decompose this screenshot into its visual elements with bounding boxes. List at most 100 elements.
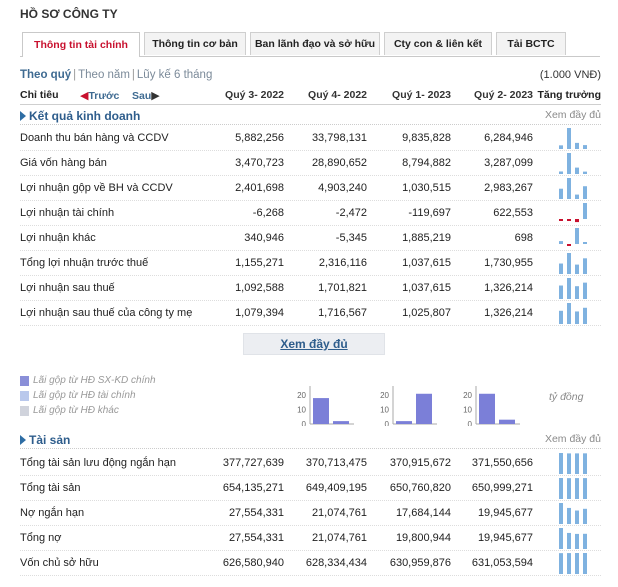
section-bullet-icon [20,111,26,121]
view-full-link[interactable]: Xem đầy đủ [544,433,601,445]
tab-4[interactable]: Cty con & liên kết [384,32,492,55]
table-row: Giá vốn hàng bán 3,470,723 28,890,652 8,794… [20,151,601,176]
row-value: 17,684,144 [395,507,451,519]
row-label: Giá vốn hàng bán [20,157,107,169]
growth-header: Tăng trưởng [537,89,601,101]
row-value: 2,316,116 [318,257,367,269]
row-value: 9,835,828 [402,132,451,144]
prev-button[interactable]: ◀ Trước [80,89,119,103]
table-row: Lợi nhuận sau thuế 1,092,588 1,701,821 1,03… [20,276,601,301]
table-row: Tổng lợi nhuận trước thuế 1,155,271 2,316,… [20,251,601,276]
sparkline-bar [575,453,579,474]
growth-sparkline [559,503,587,524]
sparkline-bar [559,503,563,524]
table-row: Tổng tài sản lưu động ngắn hạn 377,727,63… [20,451,601,476]
growth-sparkline [559,528,587,549]
row-value: 21,074,761 [311,507,367,519]
row-value: 19,800,944 [395,532,451,544]
period-selector: Theo quý | Theo năm | Lũy kế 6 tháng (1.000 V… [20,69,601,81]
row-value: 1,326,214 [484,307,533,319]
y-tick-label: 10 [297,406,306,415]
sparkline-bar [583,478,587,499]
row-value: 2,401,698 [235,182,284,194]
row-value: 6,284,946 [484,132,533,144]
row-label: Lợi nhuận tài chính [20,207,115,219]
growth-sparkline [559,228,587,246]
y-tick-label: 10 [463,406,472,415]
row-value: 377,727,639 [222,457,284,469]
growth-sparkline [559,128,587,149]
row-label: Vốn chủ sở hữu [20,557,99,569]
sparkline-bar [559,145,563,149]
next-button[interactable]: Sau ▶ [132,89,160,103]
tab-bar: Thông tin tài chính Thông tin cơ bản Ban l… [22,32,570,57]
tab-2[interactable]: Thông tin cơ bản [144,32,246,55]
row-value: 649,409,195 [305,482,367,494]
row-value: 19,945,677 [477,532,533,544]
legend-swatch [20,390,29,401]
row-value: 8,794,882 [402,157,451,169]
row-value: -119,697 [408,207,451,219]
sparkline-bar [567,507,571,524]
sparkline-bar [575,264,579,274]
row-value: 27,554,331 [228,532,284,544]
growth-unit-label: tỷ đồng [549,391,584,403]
sparkline-bar [559,219,563,221]
row-label: Nợ ngắn hạn [20,507,85,519]
legend-item: Lãi gộp từ HĐ tài chính [20,388,220,403]
sparkline-bar [583,242,587,244]
row-label: Lợi nhuận khác [20,232,96,244]
row-value: 1,025,807 [402,307,451,319]
row-value: 340,946 [244,232,284,244]
sparkline-bar [559,241,563,244]
row-value: 4,903,240 [318,182,367,194]
sparkline-bar [559,453,563,474]
gross-profit-chart: 20 10 0 [297,386,354,426]
row-value: 3,470,723 [235,157,284,169]
growth-sparkline [559,453,587,474]
row-value: 1,701,821 [318,282,367,294]
row-value: -5,345 [335,232,367,244]
table-row: Doanh thu bán hàng và CCDV 5,882,256 33,79… [20,126,601,151]
row-value: 650,760,820 [389,482,451,494]
period-option-1[interactable]: Theo quý [20,69,72,81]
sparkline-bar [567,153,571,174]
sparkline-bar [567,453,571,474]
growth-sparkline [559,178,587,199]
period-option-3[interactable]: Lũy kế 6 tháng [136,69,213,81]
legend-item: Lãi gộp từ HĐ SX-KD chính [20,373,220,388]
row-label: Tổng nợ [20,532,62,544]
view-full-link[interactable]: Xem đầy đủ [544,109,601,121]
sparkline-bar [575,167,579,174]
period-separator: | [73,69,77,81]
row-value: 1,326,214 [484,282,533,294]
row-value: 630,959,876 [389,557,451,569]
legend-label: Lãi gộp từ HĐ SX-KD chính [33,375,156,386]
row-value: 370,915,672 [389,457,451,469]
tab-3[interactable]: Ban lãnh đạo và sở hữu [250,32,380,55]
section-header: Tài sản Xem đầy đủ [20,431,601,449]
section-bullet-icon [20,435,26,445]
column-header: Quý 1- 2023 [392,89,451,101]
sparkline-bar [575,228,579,244]
row-value: 1,092,588 [235,282,284,294]
row-value: 631,053,594 [471,557,533,569]
row-value: 33,798,131 [311,132,367,144]
legend-item: Lãi gộp từ HĐ khác [20,403,220,418]
sparkline-bar [559,528,563,549]
period-option-2[interactable]: Theo năm [78,69,130,81]
row-value: 626,580,940 [222,557,284,569]
tab-1[interactable]: Thông tin tài chính [22,32,140,57]
row-label: Tổng tài sản [20,482,81,494]
view-full-button[interactable]: Xem đầy đủ [243,333,385,355]
sparkline-bar [583,282,587,299]
tab-5[interactable]: Tải BCTC [496,32,566,55]
y-tick-label: 20 [463,391,472,400]
table-row: Lợi nhuận gộp về BH và CCDV 2,401,698 4,90… [20,176,601,201]
sparkline-bar [567,278,571,299]
row-label: Lợi nhuận sau thuế của công ty mẹ [20,307,193,319]
row-value: 1,037,615 [402,257,451,269]
row-label: Tổng tài sản lưu động ngắn hạn [20,457,176,469]
chart-bar [416,393,432,424]
legend-label: Lãi gộp từ HĐ tài chính [33,390,136,401]
